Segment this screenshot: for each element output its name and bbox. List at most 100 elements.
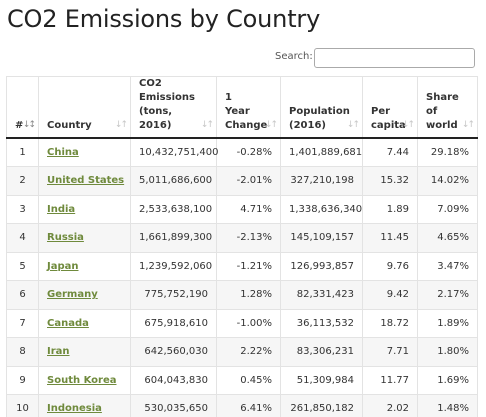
emissions-cell: 530,035,650	[130, 394, 217, 417]
table-row: 8 Iran 642,560,030 2.22% 83,306,231 7.71…	[6, 337, 478, 366]
change-cell: 6.41%	[216, 394, 281, 417]
emissions-cell: 5,011,686,600	[130, 166, 217, 195]
column-header-per-capita[interactable]: Per capita ↓↑	[362, 76, 418, 139]
sort-ascending-icon: ↓↕	[22, 120, 36, 130]
table-row: 4 Russia 1,661,899,300 -2.13% 145,109,15…	[6, 223, 478, 252]
column-header-label: Per capita	[371, 106, 406, 131]
change-cell: 1.28%	[216, 280, 281, 309]
share-cell: 4.65%	[417, 223, 478, 252]
column-header-label: #	[15, 120, 24, 131]
country-cell: South Korea	[38, 366, 131, 395]
per-capita-cell: 2.02	[362, 394, 418, 417]
column-header-label: Population (2016)	[289, 106, 350, 131]
sort-icon: ↓↑	[346, 120, 360, 130]
country-link[interactable]: Iran	[47, 346, 70, 358]
per-capita-cell: 7.71	[362, 337, 418, 366]
country-link[interactable]: Germany	[47, 289, 98, 301]
search-input[interactable]	[314, 48, 475, 68]
country-cell: Indonesia	[38, 394, 131, 417]
column-header-country[interactable]: Country ↓↑	[38, 76, 131, 139]
country-link[interactable]: Japan	[47, 260, 79, 272]
table-header-row: # ↓↕ Country ↓↑ CO2 Emissions (tons, 201…	[6, 76, 478, 139]
country-link[interactable]: United States	[47, 175, 125, 187]
population-cell: 145,109,157	[280, 223, 363, 252]
change-cell: -1.21%	[216, 252, 281, 281]
per-capita-cell: 18.72	[362, 309, 418, 338]
table-row: 5 Japan 1,239,592,060 -1.21% 126,993,857…	[6, 252, 478, 281]
population-cell: 327,210,198	[280, 166, 363, 195]
change-cell: -0.28%	[216, 138, 281, 167]
share-cell: 14.02%	[417, 166, 478, 195]
country-cell: United States	[38, 166, 131, 195]
per-capita-cell: 15.32	[362, 166, 418, 195]
sort-icon: ↓↑	[264, 120, 278, 130]
country-cell: Japan	[38, 252, 131, 281]
population-cell: 261,850,182	[280, 394, 363, 417]
share-cell: 1.89%	[417, 309, 478, 338]
column-header-emissions[interactable]: CO2 Emissions (tons, 2016) ↓↑	[130, 76, 217, 139]
column-header-label: CO2 Emissions (tons, 2016)	[139, 78, 195, 131]
country-link[interactable]: Russia	[47, 232, 84, 244]
country-cell: China	[38, 138, 131, 167]
column-header-change[interactable]: 1 Year Change ↓↑	[216, 76, 281, 139]
emissions-cell: 2,533,638,100	[130, 195, 217, 224]
change-cell: 2.22%	[216, 337, 281, 366]
country-cell: Russia	[38, 223, 131, 252]
share-cell: 1.69%	[417, 366, 478, 395]
sort-icon: ↓↑	[200, 120, 214, 130]
emissions-cell: 604,043,830	[130, 366, 217, 395]
rank-cell: 3	[6, 195, 39, 224]
column-header-share[interactable]: Share of world ↓↑	[417, 76, 478, 139]
population-cell: 1,338,636,340	[280, 195, 363, 224]
table-row: 7 Canada 675,918,610 -1.00% 36,113,532 1…	[6, 309, 478, 338]
page-title: CO2 Emissions by Country	[7, 5, 321, 33]
rank-cell: 1	[6, 138, 39, 167]
rank-cell: 2	[6, 166, 39, 195]
share-cell: 7.09%	[417, 195, 478, 224]
per-capita-cell: 7.44	[362, 138, 418, 167]
country-cell: Canada	[38, 309, 131, 338]
country-link[interactable]: India	[47, 203, 76, 215]
change-cell: 0.45%	[216, 366, 281, 395]
country-cell: Germany	[38, 280, 131, 309]
sort-icon: ↓↑	[461, 120, 475, 130]
column-header-population[interactable]: Population (2016) ↓↑	[280, 76, 363, 139]
population-cell: 36,113,532	[280, 309, 363, 338]
column-header-rank[interactable]: # ↓↕	[6, 76, 39, 139]
country-cell: India	[38, 195, 131, 224]
rank-cell: 6	[6, 280, 39, 309]
per-capita-cell: 11.45	[362, 223, 418, 252]
change-cell: -2.01%	[216, 166, 281, 195]
emissions-cell: 1,661,899,300	[130, 223, 217, 252]
country-link[interactable]: South Korea	[47, 374, 117, 386]
population-cell: 126,993,857	[280, 252, 363, 281]
rank-cell: 10	[6, 394, 39, 417]
sort-icon: ↓↑	[114, 120, 128, 130]
share-cell: 1.80%	[417, 337, 478, 366]
per-capita-cell: 9.42	[362, 280, 418, 309]
rank-cell: 7	[6, 309, 39, 338]
share-cell: 3.47%	[417, 252, 478, 281]
country-link[interactable]: Indonesia	[47, 403, 102, 415]
per-capita-cell: 9.76	[362, 252, 418, 281]
rank-cell: 9	[6, 366, 39, 395]
change-cell: 4.71%	[216, 195, 281, 224]
search-bar: Search:	[0, 48, 486, 70]
emissions-cell: 775,752,190	[130, 280, 217, 309]
per-capita-cell: 1.89	[362, 195, 418, 224]
country-link[interactable]: China	[47, 147, 79, 158]
table-row: 3 India 2,533,638,100 4.71% 1,338,636,34…	[6, 195, 478, 224]
country-link[interactable]: Canada	[47, 317, 89, 329]
population-cell: 82,331,423	[280, 280, 363, 309]
table-row: 1 China 10,432,751,400 -0.28% 1,401,889,…	[6, 138, 478, 167]
column-header-label: 1 Year Change	[225, 92, 268, 131]
table-row: 9 South Korea 604,043,830 0.45% 51,309,9…	[6, 366, 478, 395]
population-cell: 83,306,231	[280, 337, 363, 366]
change-cell: -2.13%	[216, 223, 281, 252]
column-header-label: Country	[47, 120, 92, 131]
share-cell: 1.48%	[417, 394, 478, 417]
per-capita-cell: 11.77	[362, 366, 418, 395]
share-cell: 2.17%	[417, 280, 478, 309]
population-cell: 1,401,889,681	[280, 138, 363, 167]
search-label: Search:	[275, 51, 313, 62]
